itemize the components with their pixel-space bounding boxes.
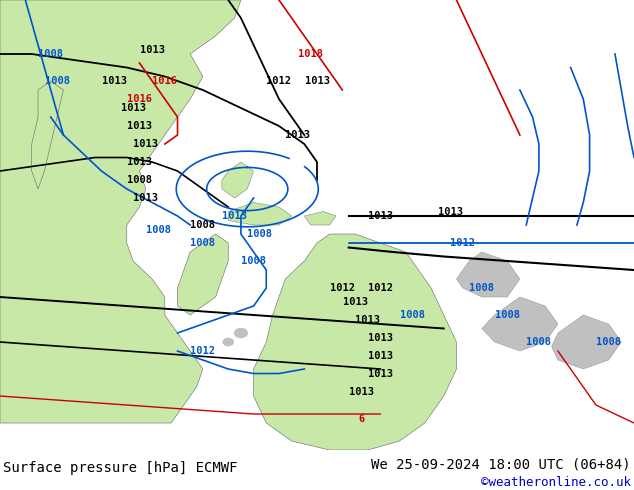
Text: 1008: 1008	[38, 49, 63, 59]
Polygon shape	[552, 315, 621, 369]
Text: 1013: 1013	[139, 45, 165, 54]
Text: 1008: 1008	[596, 337, 621, 347]
Text: 1008: 1008	[127, 175, 152, 185]
Polygon shape	[32, 81, 63, 189]
Polygon shape	[482, 297, 558, 351]
Text: 1013: 1013	[368, 368, 393, 378]
Text: 1012: 1012	[190, 346, 216, 356]
Text: 1008: 1008	[241, 256, 266, 266]
Text: 1012: 1012	[266, 76, 292, 86]
Text: 1012: 1012	[330, 283, 355, 293]
Text: 1013: 1013	[127, 157, 152, 167]
Text: 1013: 1013	[349, 387, 374, 396]
Text: 1013: 1013	[222, 211, 247, 221]
Polygon shape	[456, 252, 520, 297]
Text: 1008: 1008	[495, 310, 520, 320]
Text: 1013: 1013	[368, 333, 393, 343]
Text: 1013: 1013	[342, 296, 368, 307]
Text: 1008: 1008	[44, 76, 70, 86]
Text: ©weatheronline.co.uk: ©weatheronline.co.uk	[481, 476, 631, 490]
Text: 1008: 1008	[146, 224, 171, 235]
Text: 1013: 1013	[304, 76, 330, 86]
Text: 1008: 1008	[247, 229, 273, 239]
Text: 1018: 1018	[298, 49, 323, 59]
Polygon shape	[0, 0, 241, 423]
Text: 1013: 1013	[355, 315, 380, 324]
Text: 1012: 1012	[450, 238, 476, 248]
Text: 1013: 1013	[285, 130, 311, 140]
Polygon shape	[254, 234, 456, 450]
Text: 1016: 1016	[152, 76, 178, 86]
Polygon shape	[228, 202, 292, 225]
Text: Surface pressure [hPa] ECMWF: Surface pressure [hPa] ECMWF	[3, 461, 238, 475]
Text: We 25-09-2024 18:00 UTC (06+84): We 25-09-2024 18:00 UTC (06+84)	[371, 457, 631, 471]
Circle shape	[235, 328, 247, 338]
Text: 1016: 1016	[127, 94, 152, 104]
Text: 6: 6	[358, 414, 365, 423]
Text: 1013: 1013	[120, 103, 146, 113]
Text: 1013: 1013	[133, 193, 158, 203]
Polygon shape	[222, 162, 254, 198]
Polygon shape	[178, 234, 228, 315]
Text: 1008: 1008	[190, 238, 216, 248]
Text: 1012: 1012	[368, 283, 393, 293]
Text: 1013: 1013	[133, 139, 158, 149]
Text: 1008: 1008	[190, 220, 216, 230]
Text: 1013: 1013	[368, 350, 393, 361]
Text: 1013: 1013	[368, 211, 393, 221]
Circle shape	[223, 339, 233, 345]
Polygon shape	[304, 212, 336, 225]
Text: 1008: 1008	[399, 310, 425, 320]
Text: 1013: 1013	[437, 206, 463, 217]
Text: 1013: 1013	[101, 76, 127, 86]
Text: 1008: 1008	[469, 283, 495, 293]
Text: 1008: 1008	[526, 337, 552, 347]
Text: 1013: 1013	[127, 121, 152, 131]
